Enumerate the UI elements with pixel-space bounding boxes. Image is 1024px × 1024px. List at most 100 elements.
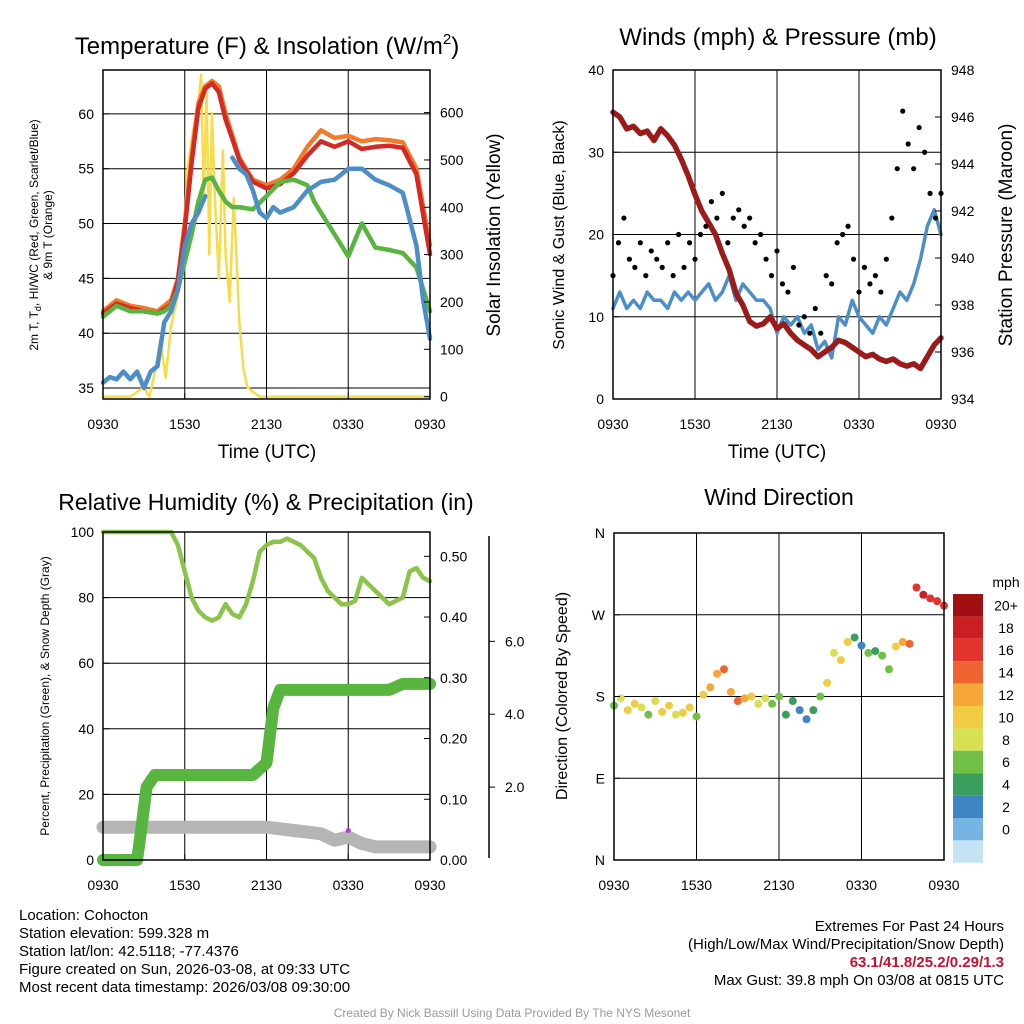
extremes-title: Extremes For Past 24 Hours xyxy=(814,918,1004,935)
winds-xtick-label: 0930 xyxy=(597,416,628,432)
winds-gust-point xyxy=(752,240,758,246)
direction-xtick-label: 0330 xyxy=(846,877,877,893)
temperature-y2tick-label: 200 xyxy=(440,294,464,310)
winds-pressure-line xyxy=(610,109,944,372)
direction-point xyxy=(665,701,673,710)
winds-gust-point xyxy=(829,281,835,287)
direction-point xyxy=(933,597,942,606)
winds-gust-point xyxy=(670,273,676,279)
humidity-y2tick-label: 0.00 xyxy=(440,852,467,868)
credit-line: Created By Nick Bassill Using Data Provi… xyxy=(333,1006,691,1020)
winds-gust-point xyxy=(736,207,742,213)
colorbar-label: 8 xyxy=(1002,732,1010,748)
humidity-ytick-label: 100 xyxy=(71,524,95,540)
winds-gust-point xyxy=(714,215,720,221)
direction-point xyxy=(885,665,893,674)
winds-gust-point xyxy=(916,124,922,131)
direction-point xyxy=(761,694,770,703)
colorbar-swatch xyxy=(953,795,983,818)
colorbar-swatch xyxy=(953,661,983,684)
direction-point xyxy=(926,594,935,603)
direction-point xyxy=(740,694,749,703)
direction-point xyxy=(871,647,880,656)
temperature-xtick-label: 0330 xyxy=(333,416,364,432)
direction-ytick-label: S xyxy=(596,689,605,705)
winds-panel: Winds (mph) & Pressure (mb) 0 10 20 30 40 93… xyxy=(551,24,1017,463)
temperature-ylabel: 2m T, Td, HI/WC (Red, Green, Scarlet/Blu… xyxy=(27,119,43,350)
direction-point xyxy=(678,708,687,717)
recent-timestamp: Most recent data timestamp: 2026/03/08 0… xyxy=(19,979,351,996)
winds-gust-point xyxy=(774,248,780,254)
temperature-y2tick-label: 400 xyxy=(440,199,464,215)
temperature-series-line-5 xyxy=(101,73,432,398)
humidity-series xyxy=(96,529,437,866)
humidity-marker-point xyxy=(345,827,351,833)
colorbar-swatch xyxy=(953,683,983,706)
winds-gust-point xyxy=(686,240,693,246)
direction-point xyxy=(795,706,804,715)
direction-point xyxy=(706,683,715,692)
winds-ytick-label: 40 xyxy=(588,62,604,78)
winds-xtick-label: 0330 xyxy=(843,416,874,432)
colorbar-label: 0 xyxy=(1002,821,1010,837)
winds-gust-point xyxy=(632,264,638,270)
winds-sonic-line xyxy=(611,208,943,360)
station-location: Location: Cohocton xyxy=(19,907,149,924)
extremes-info: Extremes For Past 24 Hours (High/Low/Max… xyxy=(688,918,1004,990)
winds-y2tick-label: 934 xyxy=(951,391,975,407)
colorbar-swatch xyxy=(953,616,983,639)
winds-gust-point xyxy=(932,215,939,221)
temperature-xtick-label: 0930 xyxy=(87,416,118,432)
temperature-ytick-label: 40 xyxy=(78,325,94,341)
colorbar-swatch xyxy=(953,773,983,796)
winds-gust-point xyxy=(796,322,802,328)
colorbar-title: mph xyxy=(992,574,1019,590)
winds-gust-point xyxy=(889,215,895,221)
winds-xlabel: Time (UTC) xyxy=(728,442,827,463)
humidity-xtick-label: 0330 xyxy=(333,877,364,893)
humidity-y3tick-label: 4.0 xyxy=(505,706,525,722)
winds-gust-point xyxy=(659,264,665,270)
direction-ytick-label: W xyxy=(592,607,606,623)
winds-gust-point xyxy=(807,330,813,336)
direction-point xyxy=(836,656,845,665)
direction-x-ticks: 0930 1530 2130 0330 0930 xyxy=(598,854,960,893)
colorbar-label: 12 xyxy=(998,687,1014,703)
winds-gust-point xyxy=(850,256,857,262)
direction-point xyxy=(685,703,694,712)
humidity-y2tick-label: 0.40 xyxy=(440,609,467,625)
temperature-y-ticks: 35 40 45 50 55 60 xyxy=(78,106,109,396)
direction-point xyxy=(857,641,866,650)
humidity-xtick-label: 0930 xyxy=(414,877,445,893)
temperature-panel: Temperature (F) & Insolation (W/m2) 35 40… xyxy=(27,31,505,463)
winds-y2tick-label: 948 xyxy=(951,62,975,78)
temperature-xtick-label: 0930 xyxy=(414,416,445,432)
temperature-y2tick-label: 100 xyxy=(440,341,464,357)
direction-point xyxy=(671,710,680,719)
speed-colorbar-legend: mph 20+ 18 16 14 12 10 8 6 4 2 0 xyxy=(953,574,1020,863)
temperature-y2tick-label: 600 xyxy=(440,105,464,121)
winds-gust-point xyxy=(818,330,824,336)
direction-point xyxy=(637,703,646,712)
direction-point xyxy=(905,639,914,648)
temperature-series-line-3 xyxy=(100,193,208,391)
humidity-panel: Relative Humidity (%) & Precipitation (i… xyxy=(38,489,525,893)
winds-gust-point xyxy=(790,264,797,270)
winds-gust-point xyxy=(883,256,889,262)
winds-ytick-label: 20 xyxy=(588,227,604,243)
winds-title: Winds (mph) & Pressure (mb) xyxy=(619,24,936,51)
direction-title: Wind Direction xyxy=(704,484,854,510)
direction-point xyxy=(733,697,742,706)
winds-x-ticks: 0930 1530 2130 0330 0930 xyxy=(597,393,957,432)
humidity-ytick-label: 0 xyxy=(86,852,94,868)
temperature-series-line-4 xyxy=(230,155,433,341)
winds-gust-point xyxy=(758,231,764,238)
winds-gust-point xyxy=(779,281,786,287)
winds-gust-point xyxy=(768,273,775,279)
humidity-ytick-label: 60 xyxy=(78,655,94,671)
winds-y-ticks: 0 10 20 30 40 xyxy=(588,62,619,407)
winds-gust-point xyxy=(905,141,911,147)
winds-gust-point xyxy=(867,281,873,287)
temperature-xtick-label: 2130 xyxy=(251,416,282,432)
